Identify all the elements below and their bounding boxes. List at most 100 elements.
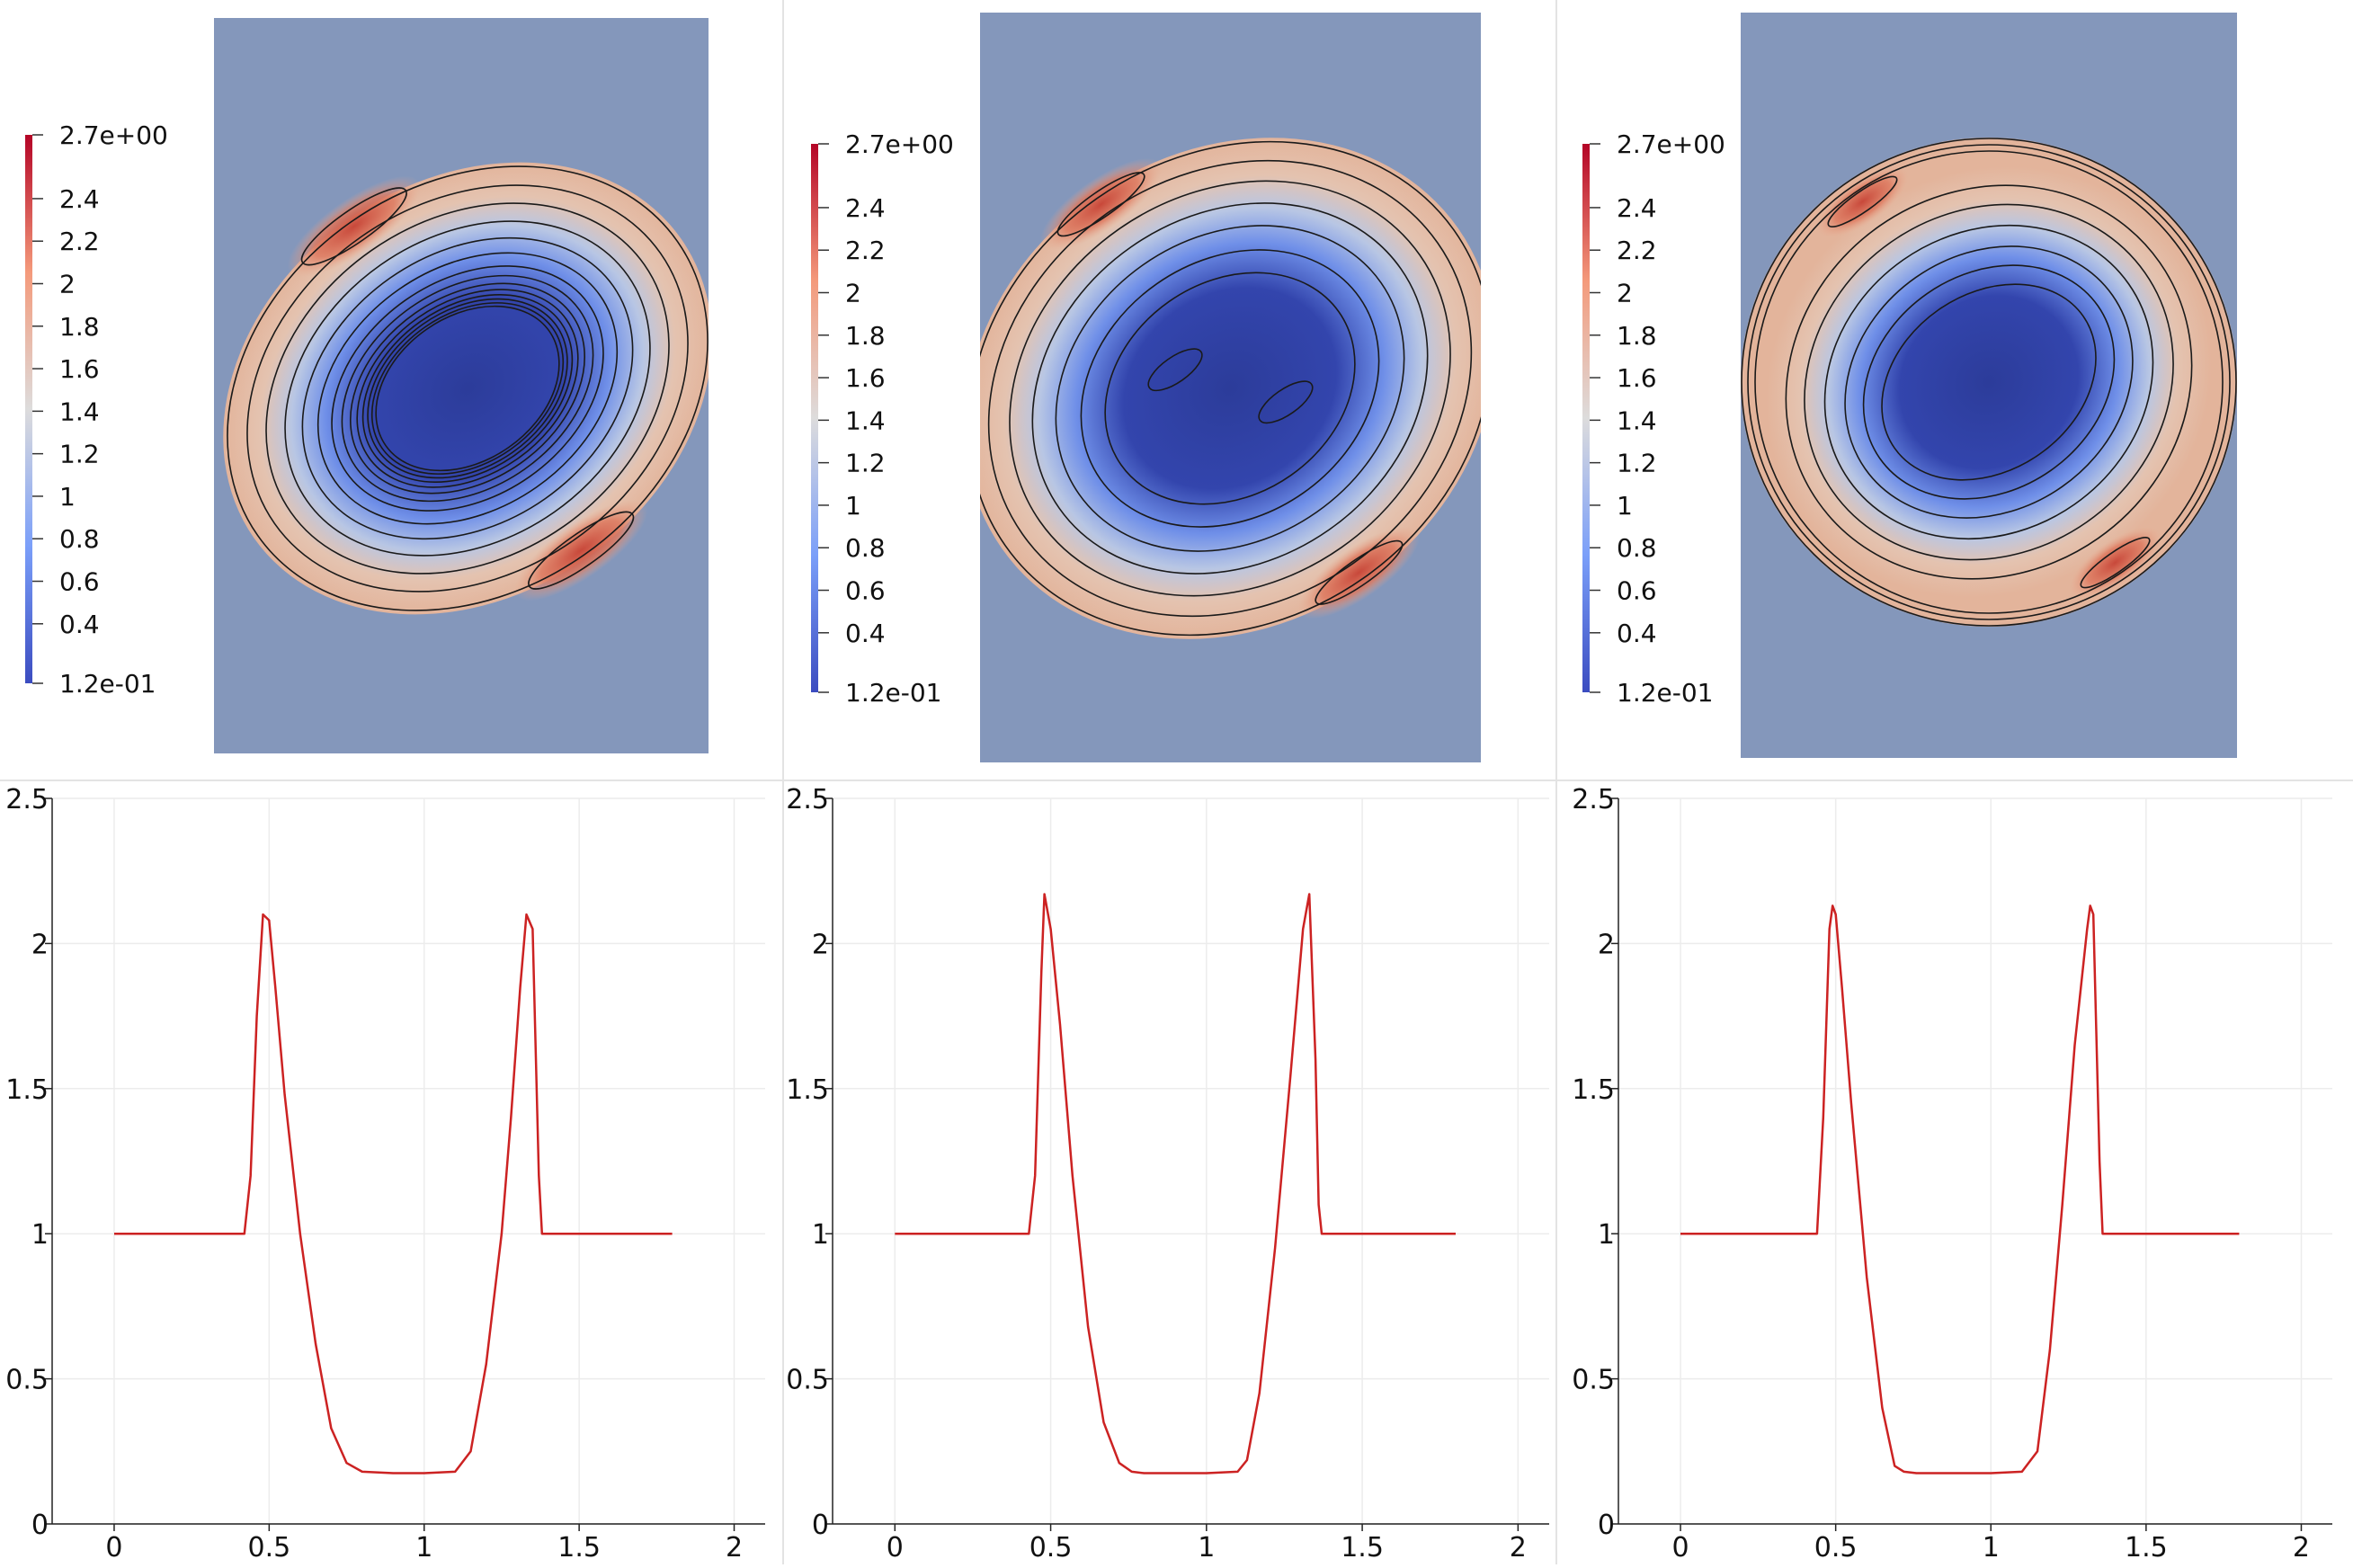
colorbar-tick-label: 2.4 [59, 184, 100, 214]
density-ring [980, 138, 1481, 639]
colorbar-gradient [811, 144, 818, 692]
hot-spot-lower [2069, 527, 2161, 599]
y-tick-label: 2 [31, 929, 49, 960]
x-tick-label: 2 [1510, 1532, 1527, 1564]
contour-lines [227, 165, 709, 611]
x-tick-label: 1 [1198, 1532, 1215, 1564]
colorbar-tick-label: 2.2 [1617, 236, 1657, 265]
colorbar-tick-label: 1.2 [1617, 449, 1657, 478]
colorbar-min-label: 1.2e-01 [1617, 678, 1714, 708]
colorbar-tick-label: 0.6 [1617, 576, 1657, 606]
y-tick-label: 2 [1598, 929, 1615, 960]
colorbar-tick-label: 1.6 [1617, 363, 1657, 393]
grid-lines [833, 797, 1549, 1525]
colorbar-tick-label: 0.8 [59, 524, 100, 554]
x-tick-label: 1.5 [557, 1532, 601, 1564]
colorbar-tick-label: 2 [845, 279, 861, 308]
colorbar-tick-label: 1.8 [845, 321, 886, 351]
colorbar-tick-label: 1.4 [845, 405, 886, 435]
colorbar-tick-label: 0.4 [845, 619, 886, 648]
y-tick-label: 2.5 [5, 784, 49, 815]
colorbar-gradient [25, 135, 32, 683]
colorbar-tick-label: 0.6 [845, 576, 886, 606]
y-tick-label: 0.5 [786, 1365, 829, 1396]
colorbar-max-label: 2.7e+00 [1617, 129, 1725, 159]
colorbar-tick-label: 1.2 [845, 449, 886, 478]
colorbar-gradient [1582, 144, 1590, 692]
series-line [114, 913, 673, 1474]
contour-view-left[interactable]: 2.7e+00 2.4 2.2 2 1.8 1.6 1.4 1.2 1 0.8 0.6 0.4 1.2e… [25, 18, 810, 753]
colorbar-tick-label: 1.4 [1617, 405, 1657, 435]
colorbar-left: 2.7e+00 2.4 2.2 2 1.8 1.6 1.4 1.2 1 0.8 0.6 0.4 1.2e… [25, 120, 168, 699]
hot-spot-lower [514, 500, 648, 601]
colorbar-tick-label: 0.4 [59, 610, 100, 639]
series-line [1680, 904, 2240, 1474]
colorbar-tick-label: 2 [1617, 279, 1633, 308]
colorbar-tick-label: 1 [1617, 491, 1633, 521]
contour-view-right[interactable]: 2.7e+00 2.4 2.2 2 1.8 1.6 1.4 1.2 1 0.8 0.6 0.4 1.2e… [1582, 13, 2315, 758]
x-tick-label: 2 [726, 1532, 743, 1564]
colorbar-tick-label: 2.4 [845, 193, 886, 223]
x-tick-label: 1 [415, 1532, 432, 1564]
colorbar-tick-label: 1.8 [1617, 321, 1657, 351]
colorbar-tick-label: 1.6 [845, 363, 886, 393]
x-tick-label: 2 [2293, 1532, 2310, 1564]
colorbar-tick-label: 0.6 [59, 567, 100, 597]
y-tick-label: 2.5 [1572, 784, 1615, 815]
density-ring [1766, 166, 2212, 598]
y-tick-label: 1.5 [1572, 1074, 1615, 1106]
y-tick-label: 0 [812, 1510, 829, 1541]
hot-spot-lower [1297, 526, 1420, 619]
colorbar-tick-label: 1.6 [59, 354, 100, 384]
colorbar-min-label: 1.2e-01 [59, 669, 156, 699]
series-line [895, 893, 1456, 1474]
hot-spot-upper [287, 175, 421, 277]
colorbar-tick-label: 1.8 [59, 312, 100, 342]
x-tick-label: 1 [1983, 1532, 2000, 1564]
colorbar-min-label: 1.2e-01 [845, 678, 942, 708]
y-tick-label: 0.5 [5, 1365, 49, 1396]
x-tick-label: 0.5 [247, 1532, 290, 1564]
x-tick-label: 0 [105, 1532, 122, 1564]
colorbar-right: 2.7e+00 2.4 2.2 2 1.8 1.6 1.4 1.2 1 0.8 0.6 0.4 1.2e… [1582, 129, 1725, 708]
contour-lines [1741, 138, 2237, 627]
colorbar-tick-label: 2.2 [845, 236, 886, 265]
y-tick-label: 1.5 [5, 1074, 49, 1106]
y-tick-label: 2 [812, 929, 829, 960]
colorbar-tick-label: 0.8 [845, 533, 886, 563]
y-tick-label: 2.5 [786, 784, 829, 815]
y-tick-label: 1 [31, 1219, 49, 1251]
x-tick-label: 0.5 [1029, 1532, 1073, 1564]
colorbar-tick-label: 0.4 [1617, 619, 1657, 648]
colorbar-tick-label: 1 [59, 482, 76, 512]
x-tick-label: 0.5 [1814, 1532, 1858, 1564]
colorbar-tick-label: 1 [845, 491, 861, 521]
colorbar-tick-label: 0.8 [1617, 533, 1657, 563]
grid-lines [1618, 797, 2332, 1525]
x-tick-label: 1.5 [1341, 1532, 1384, 1564]
y-tick-label: 1 [812, 1219, 829, 1251]
contour-lines [980, 140, 1481, 637]
line-plot-right[interactable]: 0 0.5 1 1.5 2 0 0.5 1 1.5 2 2.5 [1572, 784, 2332, 1564]
colorbar-tick-label: 1.2 [59, 440, 100, 469]
colorbar-tick-label: 2.2 [59, 227, 100, 256]
line-plot-middle[interactable]: 0 0.5 1 1.5 2 0 0.5 1 1.5 2 2.5 [786, 784, 1549, 1564]
y-tick-label: 1 [1598, 1219, 1615, 1251]
hot-spot-upper [1040, 157, 1163, 251]
hot-spot-upper [1816, 165, 1909, 237]
y-tick-label: 1.5 [786, 1074, 829, 1106]
line-plot-left[interactable]: 0 0.5 1 1.5 2 0 0.5 1 1.5 2 2.5 [5, 784, 765, 1564]
x-tick-label: 0 [887, 1532, 904, 1564]
grid-lines [52, 797, 765, 1525]
x-tick-label: 1.5 [2125, 1532, 2168, 1564]
x-tick-label: 0 [1671, 1532, 1689, 1564]
contour-view-middle[interactable]: 2.7e+00 2.4 2.2 2 1.8 1.6 1.4 1.2 1 0.8 0.6 0.4 1.2e… [811, 13, 1601, 762]
colorbar-max-label: 2.7e+00 [59, 120, 168, 150]
colorbar-tick-label: 2.4 [1617, 193, 1657, 223]
y-tick-label: 0 [1598, 1510, 1615, 1541]
colorbar-tick-label: 2 [59, 270, 76, 299]
y-tick-label: 0 [31, 1510, 49, 1541]
colorbar-middle: 2.7e+00 2.4 2.2 2 1.8 1.6 1.4 1.2 1 0.8 0.6 0.4 1.2e… [811, 129, 954, 708]
